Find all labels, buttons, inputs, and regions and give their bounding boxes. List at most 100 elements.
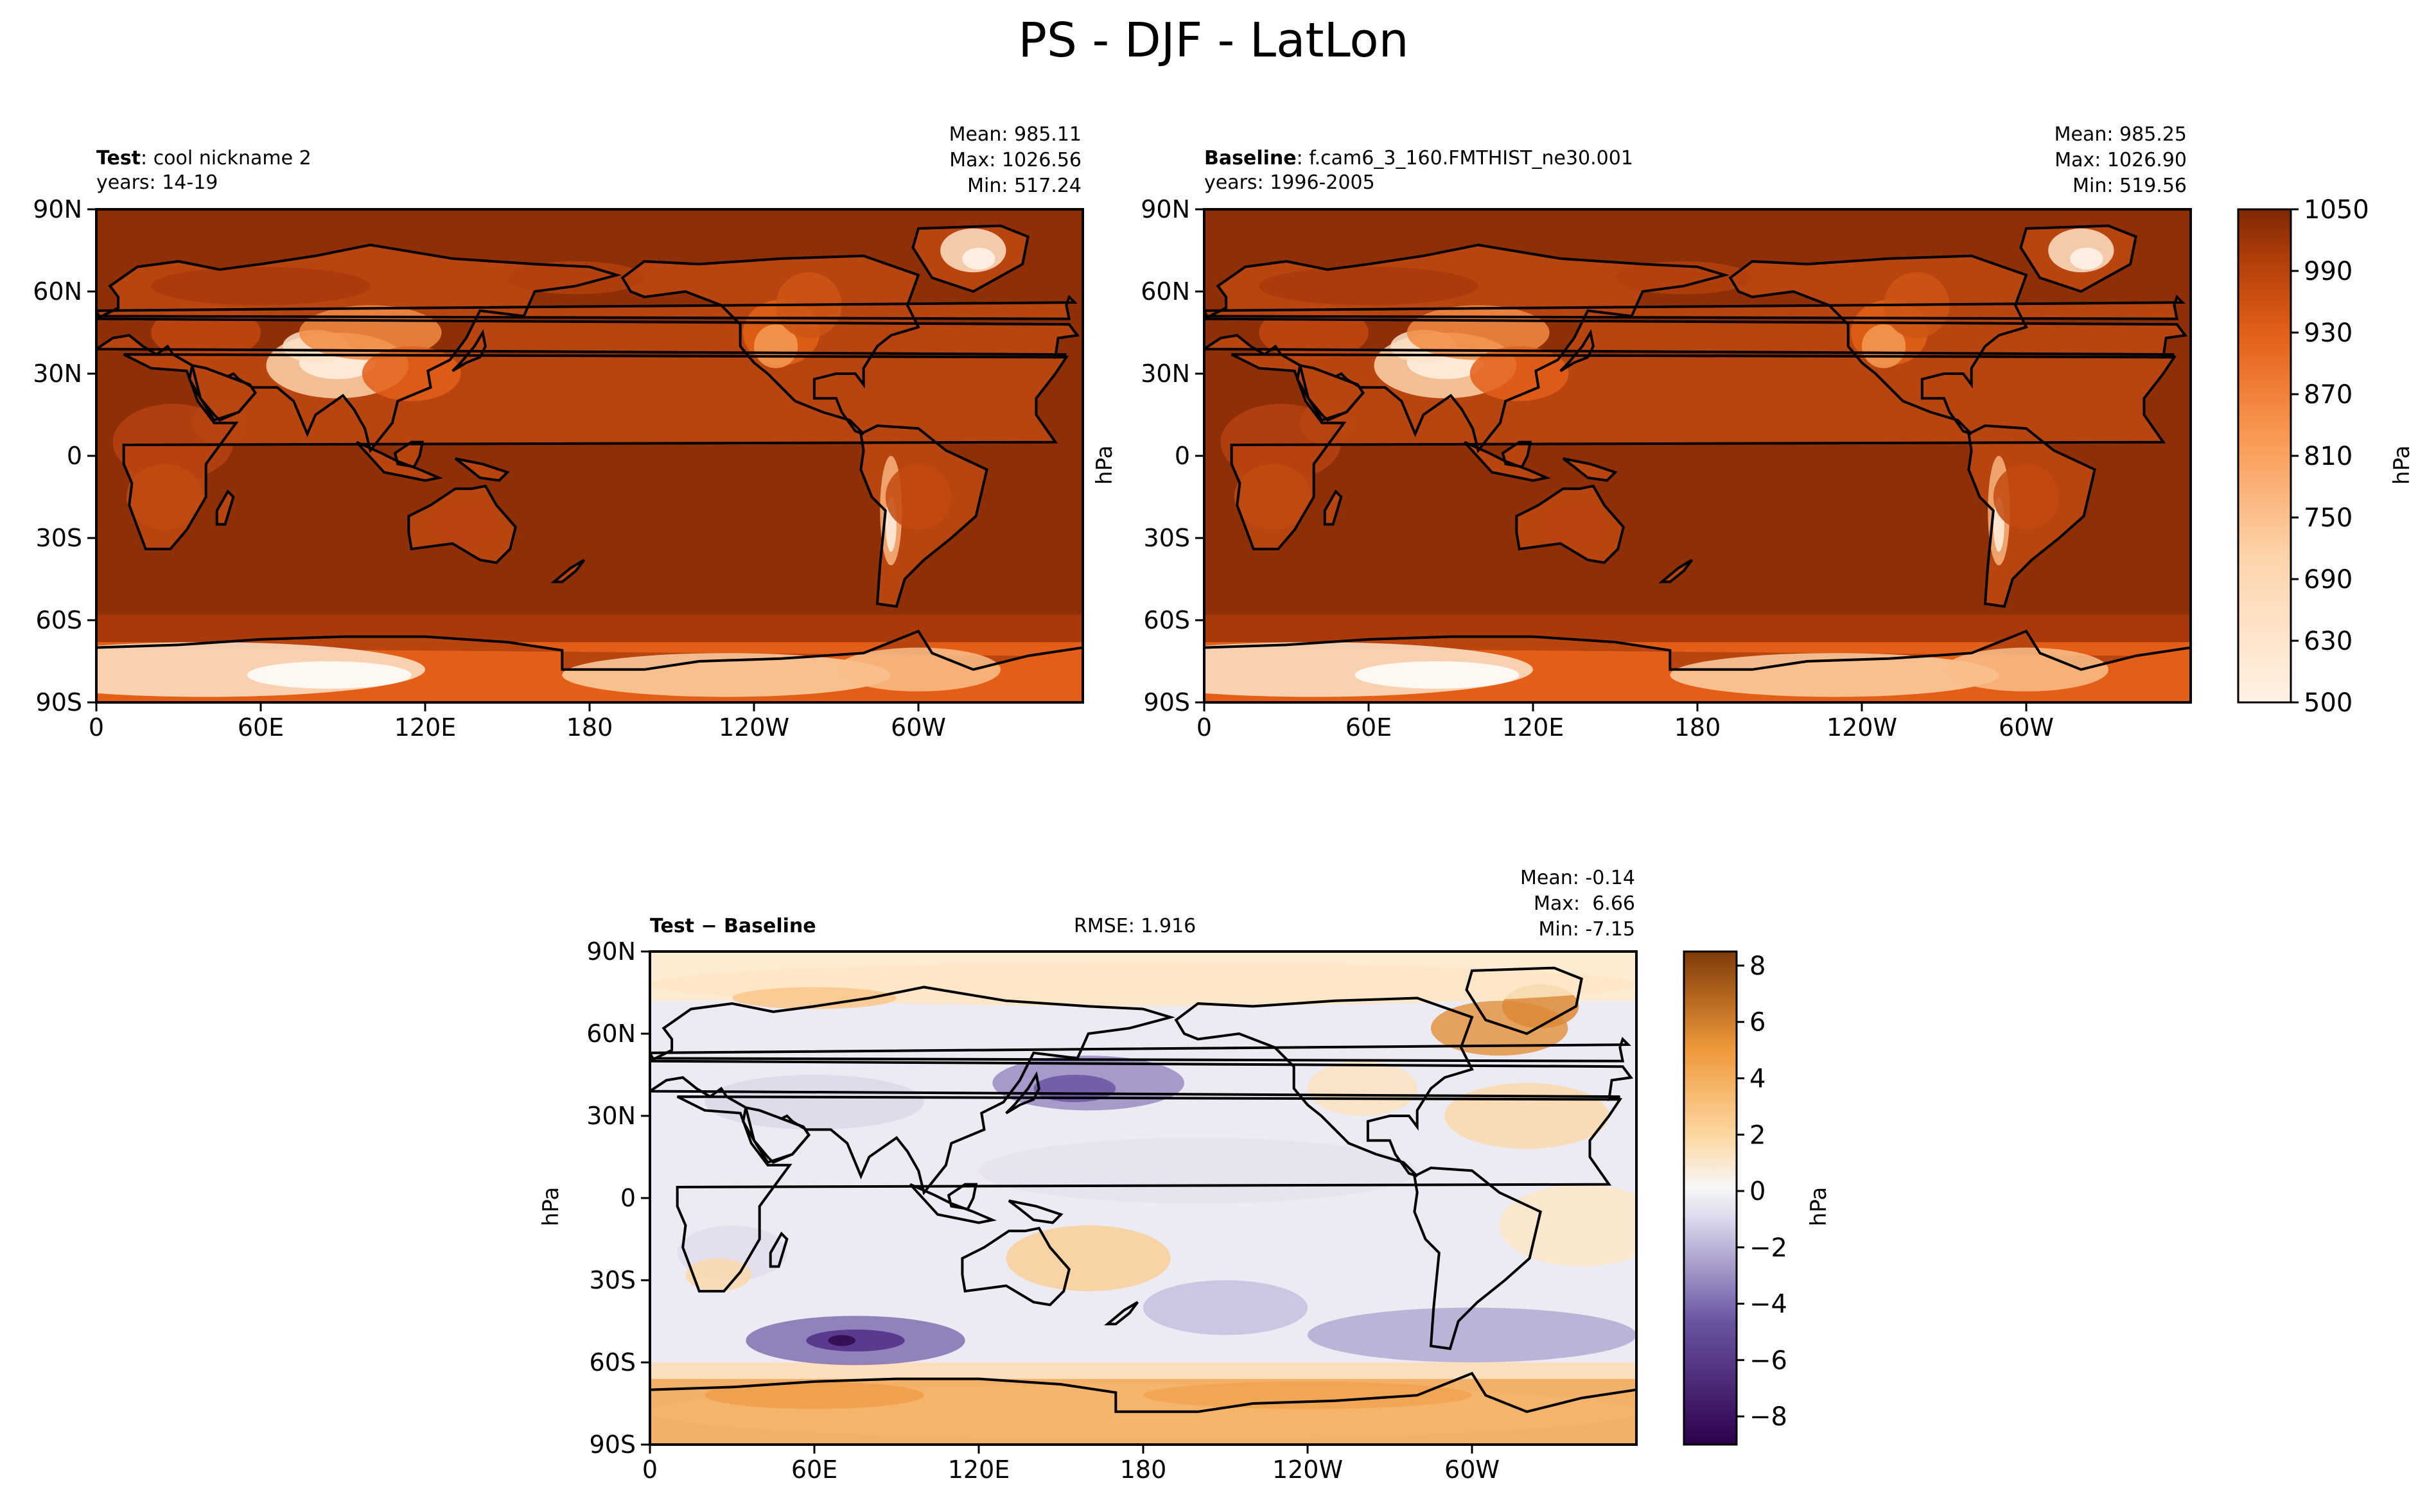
baseline-ytick-label-1: 60N — [1141, 277, 1190, 306]
abs-colorbar-label: hPa — [2389, 445, 2415, 485]
baseline-coast-nz — [1658, 559, 1694, 584]
abs-colorbar-tick-label-4: 810 — [2304, 442, 2353, 471]
test-stats: Mean: 985.11 Max: 1026.56 Min: 517.24 — [949, 122, 1082, 199]
test-land-madagascar — [216, 491, 234, 525]
diff-band-0 — [650, 1362, 1636, 1379]
diff-xtick-label-4: 120W — [1272, 1456, 1343, 1484]
diff-coast-northamerica — [1174, 996, 1474, 1177]
test-mean: Mean: 985.11 — [949, 123, 1082, 146]
baseline-coast-northamerica — [1728, 254, 2028, 435]
test-coast-northamerica — [620, 254, 920, 435]
test-ytick-label-6: 90S — [36, 688, 82, 717]
test-min: Min: 517.24 — [967, 175, 1082, 197]
diff-patch-20 — [650, 962, 1636, 1007]
test-max: Max: 1026.56 — [949, 149, 1082, 171]
test-label-bold: Test — [96, 147, 141, 169]
test-ytick-label-1: 60N — [33, 277, 82, 306]
test-patch-21 — [836, 647, 1001, 691]
baseline-ytick-label-2: 30N — [1141, 360, 1190, 388]
diff-colorbar-tick-label-5: 2 — [1749, 1120, 1765, 1150]
test-xtick-label-1: 60E — [238, 713, 284, 742]
diff-ytick-label-4: 30S — [590, 1266, 636, 1294]
test-field — [96, 209, 1083, 702]
test-label-name: cool nickname 2 — [153, 147, 311, 169]
diff-patch-21 — [732, 987, 897, 1009]
diff-ytick-label-6: 90S — [590, 1430, 636, 1459]
baseline-patch-14 — [1993, 464, 2060, 530]
diff-patch-7 — [705, 1075, 924, 1130]
diff-ytick-label-2: 30N — [586, 1102, 636, 1130]
abs-colorbar-tick-label-0: 500 — [2304, 688, 2353, 718]
diff-patch-5 — [1308, 1307, 1636, 1362]
test-coast-africa — [122, 353, 1069, 551]
diff-patch-4 — [1033, 1075, 1116, 1102]
baseline-xtick-label-1: 60E — [1345, 713, 1392, 742]
baseline-label: Baseline: f.cam6_3_160.FMTHIST_ne30.001 — [1204, 147, 1633, 169]
baseline-label-name: f.cam6_3_160.FMTHIST_ne30.001 — [1309, 147, 1633, 169]
test-land-newguinea — [455, 458, 507, 481]
diff-coast-borneo — [947, 1183, 978, 1211]
diff-ytick-label-3: 0 — [620, 1184, 636, 1212]
test-coast-southamerica — [859, 424, 988, 608]
baseline-field — [1204, 209, 2191, 702]
diff-coast-madagascar — [769, 1231, 789, 1268]
baseline-xtick-label-0: 0 — [1196, 713, 1212, 742]
test-patch-23 — [507, 261, 645, 295]
diff-colorbar-label: hPa — [1806, 1186, 1832, 1226]
diff-colorbar-tick-label-8: 8 — [1749, 952, 1765, 981]
diff-max: Max: 6.66 — [1534, 892, 1635, 915]
diff-colorbar-tick-label-1: −6 — [1749, 1346, 1787, 1375]
diff-patch-6 — [1143, 1280, 1308, 1335]
baseline-patch-19 — [1354, 661, 1520, 689]
diff-colorbar-bar — [1683, 950, 1738, 1446]
diff-field — [650, 952, 1636, 1445]
diff-ylabel: hPa — [538, 1186, 564, 1226]
test-label: Test: cool nickname 2 — [96, 147, 311, 169]
baseline-patch-3 — [1406, 305, 1550, 360]
diff-xtick-label-2: 120E — [948, 1456, 1010, 1484]
abs-colorbar-tick-label-5: 870 — [2304, 380, 2353, 410]
diff-coast-uk — [650, 1036, 1631, 1063]
diff-colorbar-tick-label-7: 6 — [1749, 1008, 1765, 1038]
test-coast-eurasia — [96, 243, 1080, 453]
diff-coast-africa — [676, 1095, 1623, 1293]
test-xtick-label-5: 60W — [891, 713, 946, 742]
test-patch-3 — [299, 305, 442, 360]
diff-coast-nz — [1104, 1301, 1139, 1326]
baseline-patch-5 — [1259, 305, 1369, 360]
baseline-patch-23 — [1615, 261, 1753, 295]
diff-label-bold: Test − Baseline — [650, 915, 816, 937]
test-xtick-label-3: 180 — [566, 713, 613, 742]
diff-patch-11 — [705, 1381, 924, 1409]
diff-patch-13 — [1006, 1225, 1171, 1292]
test-ytick-label-0: 90N — [33, 195, 82, 223]
diff-ytick-label-1: 60N — [586, 1020, 636, 1048]
diff-mean: Mean: -0.14 — [1520, 867, 1635, 889]
test-xtick-label-0: 0 — [89, 713, 104, 742]
test-coast-newguinea — [454, 457, 510, 482]
diff-coast-newguinea — [1008, 1199, 1064, 1224]
abs-colorbar-tick-label-6: 930 — [2304, 318, 2353, 348]
test-land-borneo — [395, 442, 423, 467]
baseline-coast-africa — [1230, 353, 2177, 551]
diff-colorbar-tick-label-3: −2 — [1749, 1233, 1787, 1263]
baseline-coast-newguinea — [1562, 457, 1618, 482]
diff-patch-2 — [828, 1335, 855, 1346]
baseline-coast-borneo — [1501, 440, 1532, 469]
baseline-stats: Mean: 985.25 Max: 1026.90 Min: 519.56 — [2055, 122, 2187, 199]
baseline-ytick-label-3: 0 — [1175, 442, 1190, 470]
diff-min: Min: -7.15 — [1538, 918, 1636, 941]
diff-ytick-label-5: 60S — [590, 1348, 636, 1377]
baseline-coast-uk — [1204, 294, 2186, 320]
test-coast-arabia — [190, 363, 257, 422]
baseline-ytick-label-6: 90S — [1144, 688, 1190, 717]
diff-patch-1 — [806, 1329, 905, 1351]
baseline-coast-southamerica — [1967, 424, 2096, 608]
baseline-coast-australia — [1515, 484, 1625, 564]
diff-colorbar-tick-label-0: −8 — [1749, 1402, 1787, 1432]
test-ytick-label-4: 30S — [36, 524, 82, 552]
diff-patch-8 — [979, 1138, 1417, 1204]
baseline-ytick-label-4: 30S — [1144, 524, 1190, 552]
diff-coast-antarctica — [650, 1371, 1636, 1413]
test-patch-19 — [247, 661, 412, 689]
